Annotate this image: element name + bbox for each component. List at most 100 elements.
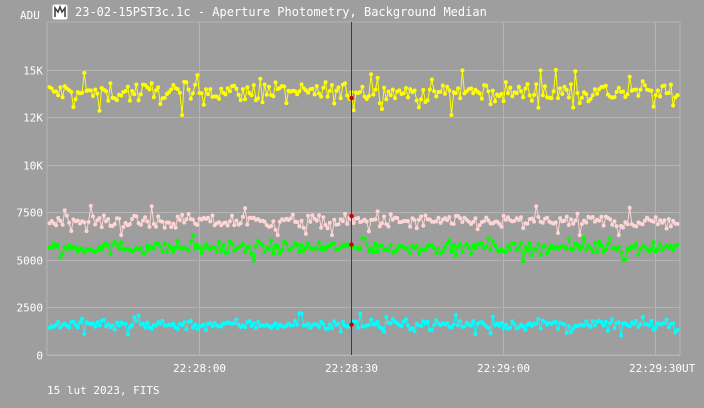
data-point	[232, 83, 237, 88]
data-point	[171, 249, 176, 254]
data-point	[78, 320, 82, 325]
data-point	[577, 101, 582, 106]
data-point	[143, 250, 148, 255]
data-point	[188, 239, 193, 244]
data-point	[560, 92, 565, 96]
data-point	[364, 97, 369, 101]
data-point	[529, 253, 534, 258]
data-point	[293, 89, 298, 94]
data-point	[440, 249, 445, 254]
data-point	[508, 247, 513, 252]
data-point	[429, 242, 434, 247]
data-point	[182, 320, 187, 325]
data-point	[503, 217, 508, 222]
data-point	[160, 219, 165, 224]
data-point	[336, 85, 341, 90]
data-point	[271, 94, 276, 99]
data-point	[106, 322, 111, 327]
data-point	[88, 88, 93, 93]
data-point	[632, 245, 636, 250]
y-tick-label: 7500	[17, 207, 44, 220]
data-point	[264, 92, 269, 97]
data-point	[564, 87, 569, 92]
data-point	[473, 216, 478, 221]
data-point	[375, 319, 380, 324]
data-point	[262, 82, 267, 87]
data-point	[299, 82, 304, 87]
data-point	[114, 320, 119, 325]
data-point	[67, 325, 72, 330]
data-point	[605, 242, 610, 247]
data-point	[238, 98, 243, 103]
data-point	[154, 88, 158, 93]
data-point	[323, 80, 328, 85]
data-point	[401, 91, 406, 96]
data-point	[558, 216, 563, 221]
data-point	[271, 219, 276, 224]
data-point	[516, 217, 521, 222]
data-point	[627, 74, 632, 79]
data-point	[562, 322, 567, 327]
data-point	[243, 325, 248, 330]
data-point	[277, 251, 282, 256]
data-point	[97, 216, 102, 221]
data-point	[566, 223, 571, 227]
data-point	[508, 85, 513, 90]
data-point	[536, 105, 541, 110]
data-point	[471, 91, 476, 96]
data-point	[132, 92, 137, 97]
data-point	[434, 251, 439, 255]
data-point	[364, 219, 369, 224]
data-point	[382, 329, 387, 334]
data-point	[623, 257, 628, 262]
data-point	[449, 113, 454, 117]
data-point	[275, 245, 280, 249]
data-point	[595, 250, 600, 254]
data-point	[525, 82, 530, 87]
data-point	[138, 92, 143, 97]
time-cursor[interactable]	[349, 22, 354, 355]
data-point	[599, 214, 604, 219]
data-point	[141, 321, 145, 326]
data-point	[380, 221, 384, 226]
data-point	[338, 96, 343, 101]
data-point	[97, 323, 102, 328]
data-point	[634, 318, 639, 323]
data-point	[95, 248, 100, 253]
data-point	[136, 98, 141, 103]
data-point	[590, 93, 595, 98]
data-point	[147, 224, 152, 229]
data-point	[295, 220, 300, 225]
data-point	[317, 240, 321, 245]
data-point	[125, 332, 130, 337]
x-tick-label: 22:28:00	[173, 362, 226, 375]
data-point	[340, 319, 345, 324]
data-point	[345, 221, 350, 226]
data-point	[501, 99, 506, 104]
data-point	[108, 81, 113, 86]
data-point	[582, 323, 586, 328]
data-point	[525, 221, 530, 226]
data-point	[375, 209, 380, 214]
series-2	[47, 203, 680, 238]
data-point	[301, 248, 306, 253]
data-point	[612, 326, 617, 330]
data-point	[208, 321, 213, 326]
data-point	[330, 326, 334, 331]
data-point	[193, 322, 198, 327]
data-point	[204, 327, 208, 332]
data-point	[364, 242, 369, 247]
data-point	[458, 216, 463, 221]
data-point	[616, 320, 621, 325]
data-point	[497, 323, 502, 328]
data-point	[416, 105, 421, 110]
data-point	[675, 221, 680, 226]
data-point	[416, 251, 421, 256]
data-point	[227, 89, 232, 94]
data-point	[443, 245, 447, 250]
data-point	[460, 220, 465, 224]
data-point	[432, 322, 437, 327]
data-point	[58, 85, 63, 90]
data-point	[104, 241, 108, 245]
